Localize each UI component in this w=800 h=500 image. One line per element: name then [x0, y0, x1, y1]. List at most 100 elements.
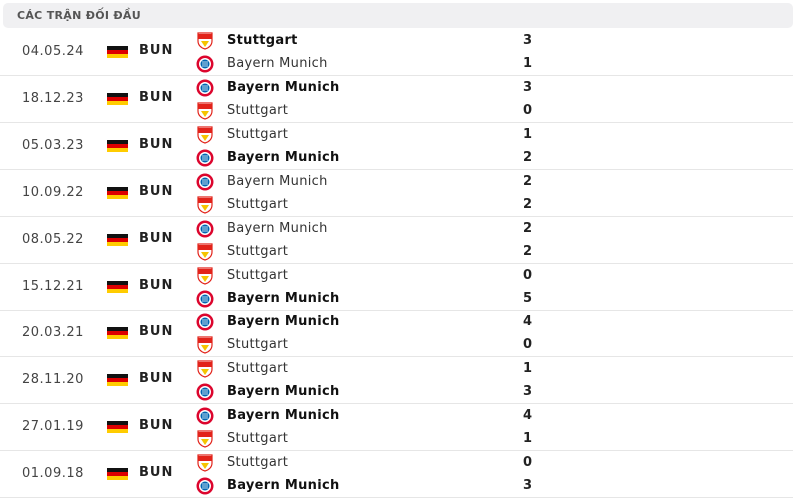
match-row[interactable]: 27.01.19 BUN Bayern Munich 4 Stuttgart 1	[0, 404, 793, 452]
league-code: BUN	[139, 43, 174, 58]
team-name: Bayern Munich	[227, 56, 328, 71]
match-row[interactable]: 20.03.21 BUN Bayern Munich 4 Stuttgart 0	[0, 310, 793, 358]
stuttgart-logo-icon	[196, 126, 214, 144]
team-home[interactable]: Stuttgart 1	[196, 359, 756, 379]
team-name: Stuttgart	[227, 267, 289, 283]
bayern-logo-icon	[196, 79, 214, 97]
match-date: 08.05.22	[22, 231, 84, 247]
germany-flag-icon	[107, 186, 128, 199]
match-row[interactable]: 18.12.23 BUN Bayern Munich 3 Stuttgart 0	[0, 76, 793, 123]
league-code: BUN	[139, 371, 174, 387]
match-row[interactable]: 01.09.18 BUN Stuttgart 0 Bayern Munich 3	[0, 451, 793, 499]
team-home[interactable]: Stuttgart 0	[196, 453, 756, 473]
league-code: BUN	[139, 183, 174, 199]
team-name: Stuttgart	[227, 33, 298, 48]
germany-flag-icon	[107, 468, 128, 481]
team-home[interactable]: Bayern Munich 4	[196, 312, 756, 332]
team-score: 3	[523, 33, 533, 48]
team-away[interactable]: Bayern Munich 3	[196, 476, 756, 496]
team-home[interactable]: Bayern Munich 2	[196, 219, 756, 239]
bayern-logo-icon	[196, 220, 214, 238]
team-score: 2	[523, 196, 533, 212]
team-home[interactable]: Bayern Munich 2	[196, 172, 756, 192]
team-away[interactable]: Bayern Munich 1	[196, 54, 756, 74]
league-code: BUN	[139, 418, 174, 434]
stuttgart-logo-icon	[196, 336, 214, 355]
league-code: BUN	[139, 324, 174, 340]
team-away[interactable]: Stuttgart 1	[196, 429, 756, 449]
stuttgart-logo-icon	[196, 454, 214, 472]
match-date: 15.12.21	[22, 278, 84, 294]
bayern-logo-icon	[196, 313, 214, 331]
germany-flag-icon	[107, 280, 128, 293]
match-row[interactable]: 05.03.23 BUN Stuttgart 1 Bayern Munich 2	[0, 123, 793, 170]
team-home[interactable]: Bayern Munich 3	[196, 78, 756, 98]
stuttgart-logo-icon	[196, 102, 214, 120]
team-name: Stuttgart	[227, 361, 289, 377]
team-score: 1	[523, 361, 533, 377]
team-score: 1	[523, 126, 533, 142]
team-name: Bayern Munich	[227, 79, 340, 95]
team-score: 1	[523, 56, 533, 71]
match-row[interactable]: 28.11.20 BUN Stuttgart 1 Bayern Munich 3	[0, 357, 793, 405]
match-date: 27.01.19	[22, 419, 84, 435]
team-score: 4	[523, 408, 533, 424]
germany-flag-icon	[107, 421, 128, 434]
team-score: 3	[523, 478, 533, 494]
team-score: 0	[523, 102, 533, 118]
stuttgart-logo-icon	[196, 196, 214, 214]
team-score: 0	[523, 337, 533, 353]
bayern-logo-icon	[196, 173, 214, 191]
team-name: Stuttgart	[227, 243, 289, 259]
team-name: Bayern Munich	[227, 408, 340, 424]
team-score: 2	[523, 149, 533, 165]
team-home[interactable]: Stuttgart 1	[196, 125, 756, 145]
section-header: CÁC TRẬN ĐỐI ĐẦU	[3, 3, 793, 28]
bayern-logo-icon	[196, 149, 214, 167]
match-row[interactable]: 08.05.22 BUN Bayern Munich 2 Stuttgart 2	[0, 217, 793, 264]
match-row[interactable]: 15.12.21 BUN Stuttgart 0 Bayern Munich 5	[0, 264, 793, 311]
team-name: Bayern Munich	[227, 290, 340, 306]
league-code: BUN	[139, 465, 174, 481]
bayern-logo-icon	[196, 407, 214, 425]
team-score: 0	[523, 267, 533, 283]
match-date: 01.09.18	[22, 466, 84, 482]
germany-flag-icon	[107, 374, 128, 387]
bayern-logo-icon	[196, 477, 214, 495]
team-away[interactable]: Bayern Munich 5	[196, 289, 756, 309]
team-home[interactable]: Stuttgart 3	[196, 31, 756, 51]
team-away[interactable]: Stuttgart 2	[196, 242, 756, 262]
league-code: BUN	[139, 89, 174, 105]
team-score: 5	[523, 290, 533, 306]
team-away[interactable]: Bayern Munich 3	[196, 382, 756, 402]
league-code: BUN	[139, 277, 174, 293]
match-date: 28.11.20	[22, 372, 84, 388]
stuttgart-logo-icon	[196, 430, 214, 448]
team-away[interactable]: Bayern Munich 2	[196, 148, 756, 168]
team-away[interactable]: Stuttgart 2	[196, 195, 756, 215]
team-name: Stuttgart	[227, 126, 289, 142]
team-name: Stuttgart	[227, 455, 289, 471]
stuttgart-logo-icon	[196, 360, 214, 378]
germany-flag-icon	[107, 233, 128, 246]
league-code: BUN	[139, 136, 174, 152]
match-row[interactable]: 10.09.22 BUN Bayern Munich 2 Stuttgart 2	[0, 170, 793, 217]
team-name: Bayern Munich	[227, 314, 340, 330]
team-name: Bayern Munich	[227, 384, 340, 400]
team-away[interactable]: Stuttgart 0	[196, 335, 756, 355]
match-row[interactable]: 04.05.24 BUN Stuttgart 3 Bayern Munich 1	[0, 29, 793, 76]
match-date: 20.03.21	[22, 325, 84, 341]
team-home[interactable]: Stuttgart 0	[196, 266, 756, 286]
germany-flag-icon	[107, 139, 128, 152]
team-score: 2	[523, 173, 533, 189]
team-name: Stuttgart	[227, 337, 289, 353]
team-score: 1	[523, 431, 533, 447]
section-title: CÁC TRẬN ĐỐI ĐẦU	[17, 9, 141, 22]
team-score: 2	[523, 243, 533, 259]
league-code: BUN	[139, 230, 174, 246]
stuttgart-logo-icon	[196, 242, 214, 261]
team-away[interactable]: Stuttgart 0	[196, 101, 756, 121]
bayern-logo-icon	[196, 290, 214, 308]
team-home[interactable]: Bayern Munich 4	[196, 406, 756, 426]
match-date: 04.05.24	[22, 44, 84, 59]
